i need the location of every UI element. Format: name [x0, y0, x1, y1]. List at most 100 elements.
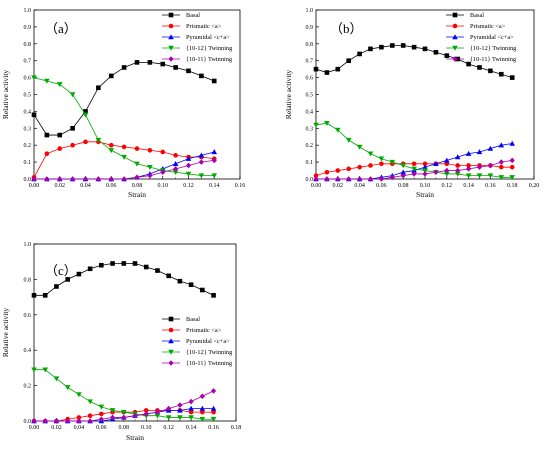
x-tick-label: 0.08	[398, 183, 409, 189]
data-point	[110, 261, 115, 266]
data-point	[211, 409, 216, 415]
data-point	[313, 122, 319, 128]
data-point	[324, 176, 330, 182]
legend-marker	[168, 56, 174, 62]
chart-panel-c: 0.00 0.02 0.04 0.06 0.08 0.10 0.12 0.14 0.16 0.18…	[1, 242, 241, 442]
data-point	[411, 171, 417, 177]
data-point	[444, 167, 450, 174]
data-point	[44, 151, 50, 156]
legend-entry: Basal	[470, 12, 484, 19]
data-point	[57, 146, 63, 151]
y-tick-label: 0.1	[24, 160, 32, 166]
data-point	[313, 176, 319, 182]
data-point	[185, 155, 192, 161]
y-tick-label: 0.8	[24, 42, 32, 48]
data-point	[154, 413, 161, 419]
data-point	[199, 405, 206, 411]
data-point	[466, 61, 471, 67]
legend: Basal Prismatic <a> Pyramidal <c+a> {10-12}…	[162, 12, 233, 63]
data-point	[400, 169, 406, 175]
legend-entry: {10-12} Twinning	[470, 45, 517, 52]
data-point	[160, 61, 166, 67]
data-point	[444, 157, 450, 163]
y-tick-label: 0.6	[24, 76, 32, 82]
y-tick-label: 0.0	[306, 177, 314, 183]
data-point	[378, 156, 385, 162]
data-point	[53, 376, 60, 382]
data-point	[42, 418, 48, 424]
data-point	[31, 293, 37, 298]
data-point	[121, 65, 127, 70]
data-point	[390, 43, 395, 48]
data-point	[335, 168, 341, 173]
data-point	[422, 46, 428, 52]
data-point	[454, 171, 461, 177]
y-tick-label: 0.5	[306, 93, 314, 99]
data-point	[185, 162, 192, 169]
x-tick-label: 0.14	[186, 425, 197, 431]
data-point	[345, 137, 352, 143]
x-tick-label: 0.12	[183, 183, 194, 189]
data-point	[57, 176, 63, 182]
data-point	[335, 176, 341, 182]
data-point	[82, 176, 89, 182]
legend-marker	[452, 12, 458, 18]
data-point	[87, 418, 93, 424]
data-point	[199, 73, 204, 79]
data-point	[143, 411, 149, 417]
data-point	[444, 53, 450, 58]
x-tick-label: 0.00	[29, 425, 40, 431]
data-point	[324, 121, 330, 127]
data-point	[210, 417, 217, 423]
data-point	[53, 418, 60, 424]
legend-marker	[168, 338, 174, 344]
y-tick-label: 0.9	[24, 25, 32, 31]
x-tick-label: 0.04	[354, 183, 365, 189]
data-point	[465, 150, 472, 156]
series-0	[31, 60, 217, 138]
y-tick-label: 0.3	[306, 126, 314, 132]
x-tick-label: 0.06	[106, 183, 117, 189]
x-axis-label: Strain	[126, 433, 144, 442]
y-tick-label: 0.2	[306, 143, 314, 149]
x-tick-label: 0.16	[235, 183, 246, 189]
data-point	[98, 416, 104, 423]
data-point	[211, 173, 218, 179]
data-point	[87, 413, 93, 418]
data-point	[379, 44, 384, 50]
data-point	[70, 142, 75, 148]
data-point	[509, 75, 515, 80]
data-point	[54, 284, 59, 289]
data-point	[357, 164, 362, 170]
data-point	[69, 92, 76, 98]
data-point	[198, 159, 204, 165]
legend-marker	[452, 34, 458, 40]
x-tick-label: 0.04	[80, 183, 91, 189]
x-tick-label: 0.02	[333, 183, 344, 189]
data-point	[143, 408, 149, 413]
data-point	[166, 273, 171, 279]
data-point	[346, 166, 352, 172]
data-point	[466, 163, 471, 168]
series-4	[31, 157, 217, 182]
x-tick-label: 0.00	[311, 183, 322, 189]
data-point	[147, 147, 153, 153]
data-point	[132, 412, 138, 419]
y-tick-label: 0.1	[306, 160, 314, 166]
x-tick-label: 0.14	[463, 183, 474, 189]
y-axis-label: Relative activity	[1, 308, 10, 358]
legend-entry: {10-11} Twinning	[186, 360, 233, 367]
data-point	[188, 409, 194, 415]
data-point	[210, 405, 217, 411]
data-point	[367, 151, 374, 157]
data-point	[56, 82, 63, 88]
data-point	[121, 176, 127, 182]
data-point	[76, 392, 82, 398]
x-tick-label: 0.18	[507, 183, 518, 189]
data-point	[109, 414, 116, 421]
data-point	[211, 157, 217, 164]
data-point	[346, 58, 351, 63]
data-point	[477, 65, 482, 70]
data-point	[83, 109, 88, 114]
data-point	[173, 65, 178, 70]
